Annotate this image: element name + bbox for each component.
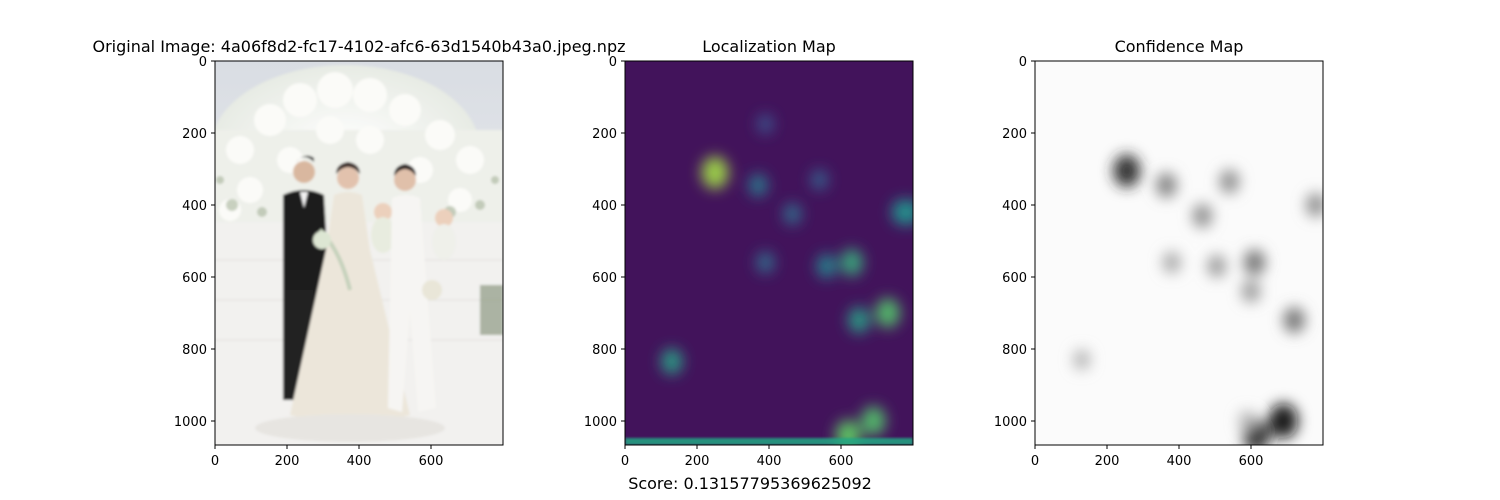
y-tick-label: 200 [182,127,207,142]
heatmap-hotspot [1113,154,1141,188]
y-tick-label: 800 [182,343,207,358]
heatmap-hotspot [1219,169,1240,194]
x-tick-label: 600 [419,454,444,469]
y-tick-label: 400 [182,199,207,214]
original-photo [215,61,503,445]
baby-right [435,209,453,227]
heatmap-hotspot [1192,203,1213,228]
bottom-edge-artifact [625,438,913,445]
heatmap-hotspot [660,348,683,375]
heatmap-hotspot [816,254,837,279]
score-label: Score: 0.13157795369625092 [628,474,872,493]
heatmap-hotspot [756,251,775,274]
heatmap-hotspot [1073,349,1091,371]
x-ticks-localization: 0 200 400 600 [621,445,854,469]
heatmap-hotspot [898,199,913,225]
heatmap-hotspot [1283,307,1306,334]
x-ticks-original: 0 200 400 600 [211,445,444,469]
heatmap-hotspot [810,169,829,191]
panel-title-original: Original Image: 4a06f8d2-fc17-4102-afc6-… [93,37,626,56]
x-tick-label: 0 [211,454,219,469]
y-tick-label: 600 [182,271,207,286]
x-tick-label: 200 [685,454,710,469]
y-tick-label: 1000 [994,415,1027,430]
heatmap-hotspot [1243,249,1266,276]
heatmap-hotspot [835,420,861,445]
x-tick-label: 400 [347,454,372,469]
heatmap-hotspot [1305,192,1323,218]
heatmap-hotspot [748,173,768,197]
x-tick-label: 0 [621,454,629,469]
baby-left [374,203,392,221]
y-tick-label: 200 [1002,127,1027,142]
heatmap-hotspot [875,298,901,328]
hotspot-layer-confidence [1073,154,1323,445]
y-tick-label: 1000 [174,415,207,430]
x-tick-label: 400 [1167,454,1192,469]
heatmap-hotspot [1207,254,1227,278]
x-tick-label: 600 [829,454,854,469]
x-tick-label: 400 [757,454,782,469]
x-tick-label: 200 [1095,454,1120,469]
heatmap-hotspot [1241,279,1261,303]
y-tick-label: 600 [592,271,617,286]
heatmap-hotspot [1162,251,1182,274]
heatmap-hotspot [861,406,886,436]
bride [290,162,410,423]
x-tick-label: 0 [1031,454,1039,469]
heatmap-hotspot [701,156,729,190]
panel-title-confidence: Confidence Map [1115,37,1244,56]
heatmap-hotspot [1238,410,1257,432]
hotspot-layer-localization [660,114,913,445]
heatmap-hotspot [1155,172,1177,198]
y-ticks-confidence: 0 200 400 600 800 1000 [994,55,1035,430]
y-ticks-original: 0 200 400 600 800 1000 [174,55,215,430]
panel-confidence: Confidence Map 0 200 400 600 0 200 400 [994,37,1324,469]
heatmap-hotspot [757,114,774,134]
heatmap-background-confidence [1035,61,1323,445]
y-tick-label: 800 [1002,343,1027,358]
panel-title-localization: Localization Map [702,37,836,56]
panel-localization: Localization Map 0 200 400 600 0 200 [584,37,914,469]
heatmap-hotspot [848,307,870,334]
y-tick-label: 0 [1019,55,1027,70]
heatmap-hotspot [840,248,864,277]
y-tick-label: 200 [592,127,617,142]
y-tick-label: 400 [592,199,617,214]
y-tick-label: 600 [1002,271,1027,286]
woman-in-white [388,164,442,412]
heatmap-hotspot [783,203,802,225]
y-tick-label: 800 [592,343,617,358]
heatmap-hotspot [1268,403,1298,439]
x-ticks-confidence: 0 200 400 600 [1031,445,1264,469]
y-tick-label: 1000 [584,415,617,430]
y-tick-label: 0 [609,55,617,70]
panel-original: Original Image: 4a06f8d2-fc17-4102-afc6-… [93,37,626,469]
y-ticks-localization: 0 200 400 600 800 1000 [584,55,625,430]
x-tick-label: 200 [275,454,300,469]
x-tick-label: 600 [1239,454,1264,469]
y-tick-label: 400 [1002,199,1027,214]
y-tick-label: 0 [199,55,207,70]
